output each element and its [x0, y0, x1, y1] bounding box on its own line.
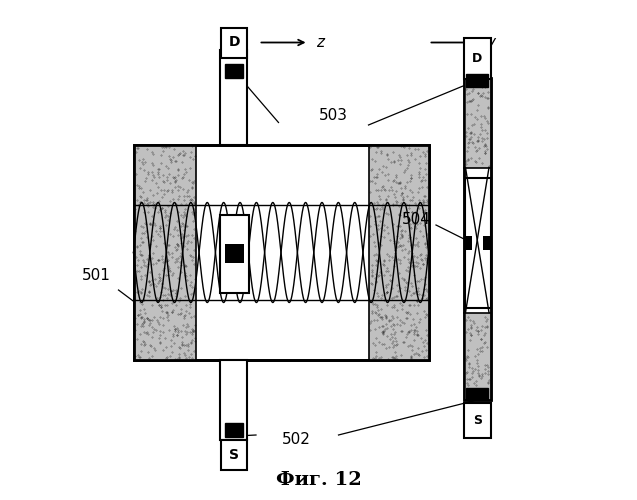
Bar	[220, 50, 247, 145]
Text: S: S	[229, 448, 239, 462]
Bar	[134, 145, 196, 360]
Bar	[221, 440, 247, 470]
Text: D: D	[472, 52, 482, 64]
Bar	[134, 145, 429, 360]
Bar	[134, 145, 429, 360]
Bar	[466, 388, 488, 400]
Bar	[466, 236, 472, 250]
Bar	[221, 28, 247, 58]
Bar	[464, 78, 490, 168]
Bar	[464, 38, 491, 78]
Text: y: y	[486, 35, 495, 50]
Text: Фиг. 12: Фиг. 12	[276, 471, 361, 489]
Text: 504: 504	[401, 212, 431, 228]
Bar	[464, 78, 491, 400]
Bar	[225, 422, 243, 436]
Bar	[464, 178, 490, 308]
Bar	[466, 74, 488, 86]
Bar	[464, 402, 491, 438]
Bar	[224, 244, 243, 263]
Text: S: S	[473, 414, 482, 426]
Text: 502: 502	[282, 432, 310, 448]
Text: 503: 503	[319, 108, 348, 122]
Bar	[220, 360, 247, 440]
Bar	[220, 215, 248, 292]
Bar	[368, 145, 429, 360]
Text: 501: 501	[82, 268, 110, 282]
Text: D: D	[228, 36, 240, 50]
Bar	[225, 64, 243, 78]
Bar	[483, 236, 489, 250]
Text: z: z	[316, 35, 324, 50]
Bar	[464, 312, 490, 399]
Bar	[464, 78, 491, 400]
